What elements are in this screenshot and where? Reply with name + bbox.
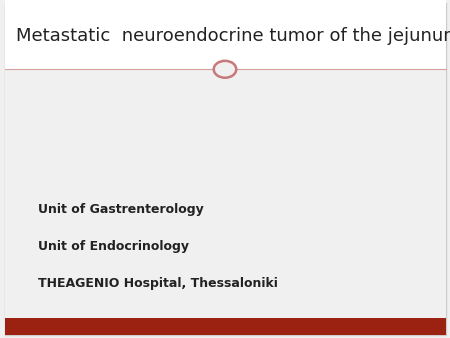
- Text: THEAGENIO Hospital, Thessaloniki: THEAGENIO Hospital, Thessaloniki: [38, 277, 278, 290]
- Text: Unit of Gastrenterology: Unit of Gastrenterology: [38, 203, 204, 216]
- FancyBboxPatch shape: [4, 69, 446, 318]
- FancyBboxPatch shape: [4, 0, 446, 69]
- Circle shape: [214, 61, 236, 78]
- Text: Unit of Endocrinology: Unit of Endocrinology: [38, 240, 189, 253]
- FancyBboxPatch shape: [4, 318, 446, 335]
- Text: Metastatic  neuroendocrine tumor of the jejunum-ileum: Metastatic neuroendocrine tumor of the j…: [16, 27, 450, 45]
